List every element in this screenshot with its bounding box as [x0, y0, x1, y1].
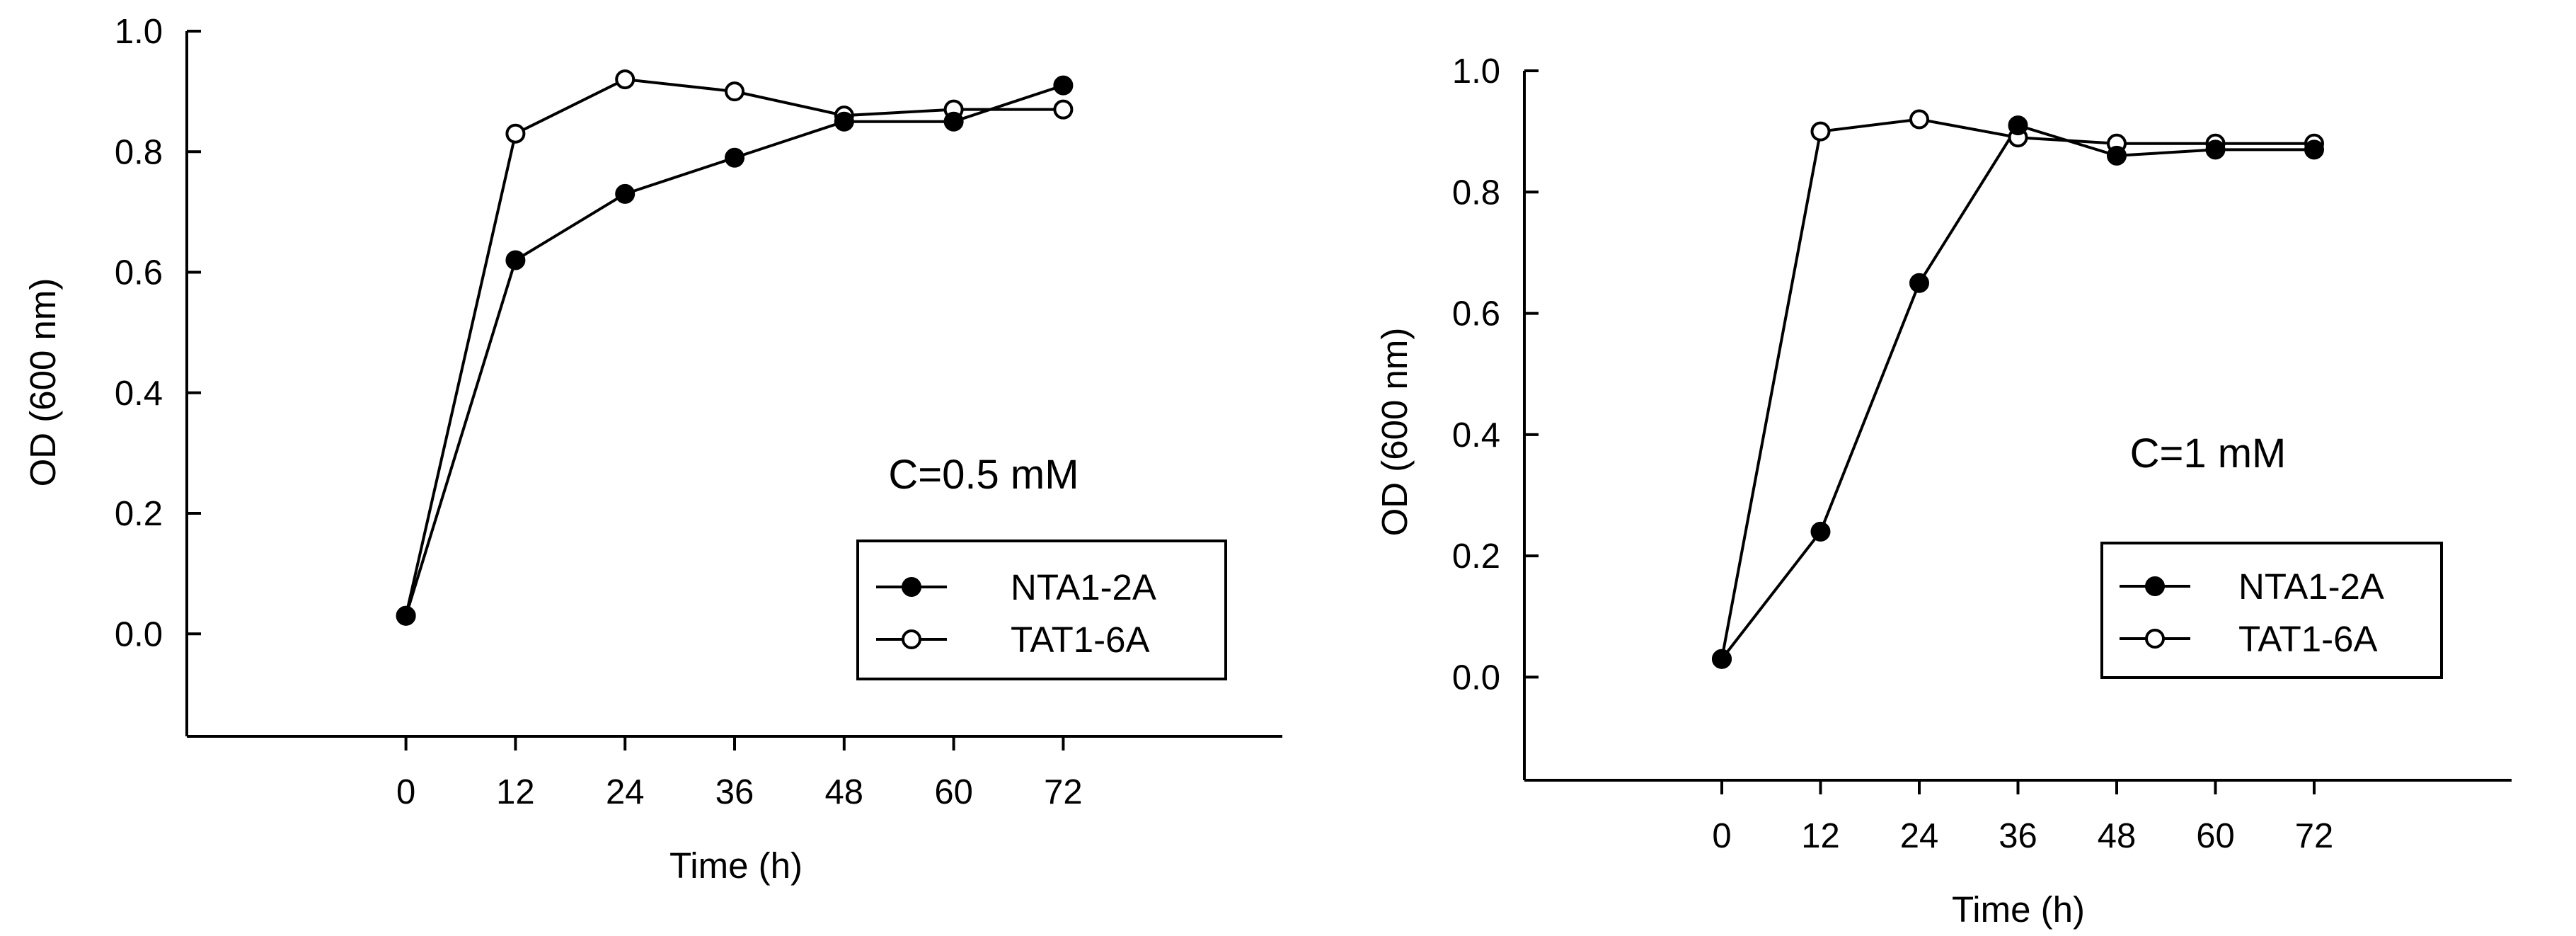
x-tick-label: 36 — [715, 773, 754, 811]
x-axis-label: Time (h) — [669, 845, 803, 886]
legend-box — [856, 540, 1227, 680]
data-point-tat1-6a — [1909, 109, 1929, 130]
data-point-nta1-2a — [2107, 145, 2127, 166]
y-tick-label: 1.0 — [115, 13, 163, 51]
chart-right-panel: 0.0 0.2 0.4 0.6 0.8 1.0 0 12 24 36 48 60 72 Time (h) O… — [1374, 52, 2512, 930]
y-axis-label: OD (600 nm) — [23, 278, 63, 487]
y-tick-label: 0.4 — [1452, 416, 1500, 455]
x-tick-label: 48 — [825, 773, 864, 811]
data-point-tat1-6a — [505, 123, 526, 144]
x-axis-label: Time (h) — [1952, 889, 2085, 930]
x-tick-label: 48 — [2098, 817, 2137, 855]
legend-marker — [902, 629, 921, 649]
data-point-nta1-2a — [1053, 75, 1074, 96]
legend-label: TAT1-6A — [2238, 619, 2377, 659]
x-tick-label: 72 — [1044, 773, 1083, 811]
data-point-nta1-2a — [396, 605, 416, 626]
x-tick-label: 60 — [2196, 817, 2235, 855]
data-point-nta1-2a — [615, 183, 636, 204]
x-tick-label: 24 — [1900, 817, 1939, 855]
data-point-nta1-2a — [2205, 139, 2226, 160]
x-tick-label: 0 — [396, 773, 415, 811]
data-point-tat1-6a — [725, 81, 744, 102]
y-axis-label: OD (600 nm) — [1374, 328, 1415, 537]
data-point-tat1-6a — [1053, 99, 1074, 120]
data-point-nta1-2a — [725, 147, 744, 168]
x-tick-label: 12 — [1801, 817, 1840, 855]
data-point-nta1-2a — [2304, 139, 2324, 160]
x-tick-label: 0 — [1712, 817, 1731, 855]
x-tick-label: 36 — [1999, 817, 2037, 855]
concentration-annotation: C=1 mM — [2130, 430, 2287, 476]
chart-left-panel: 0.0 0.2 0.4 0.6 0.8 1.0 0 12 24 36 48 60 72 Time (h) O… — [23, 13, 1282, 886]
data-point-nta1-2a — [505, 250, 526, 270]
y-tick-label: 1.0 — [1452, 52, 1500, 91]
x-tick-label: 24 — [606, 773, 645, 811]
data-point-nta1-2a — [1909, 273, 1929, 293]
legend-marker — [2145, 629, 2165, 649]
legend-label: NTA1-2A — [2238, 566, 2384, 607]
data-point-nta1-2a — [834, 111, 854, 132]
data-point-nta1-2a — [2008, 115, 2028, 136]
data-point-nta1-2a — [1712, 649, 1732, 669]
y-tick-label: 0.4 — [115, 375, 163, 413]
concentration-annotation: C=0.5 mM — [888, 452, 1079, 498]
x-tick-label: 12 — [496, 773, 535, 811]
y-tick-label: 0.6 — [1452, 295, 1500, 333]
y-tick-label: 0.2 — [115, 495, 163, 533]
legend-marker — [2145, 576, 2165, 596]
x-tick-label: 72 — [2295, 817, 2334, 855]
data-point-tat1-6a — [1810, 121, 1831, 142]
legend-box — [2100, 542, 2443, 679]
data-point-nta1-2a — [943, 111, 964, 132]
y-tick-label: 0.6 — [115, 254, 163, 292]
y-tick-label: 0.0 — [1452, 658, 1500, 697]
data-point-tat1-6a — [615, 69, 636, 90]
y-tick-label: 0.0 — [115, 615, 163, 654]
y-tick-label: 0.8 — [1452, 173, 1500, 212]
legend-label: NTA1-2A — [1011, 567, 1156, 607]
legend-label: TAT1-6A — [1011, 620, 1149, 660]
y-tick-label: 0.8 — [115, 133, 163, 171]
legend-marker — [902, 577, 921, 597]
data-point-nta1-2a — [1810, 521, 1831, 542]
y-tick-label: 0.2 — [1452, 537, 1500, 576]
x-tick-label: 60 — [934, 773, 973, 811]
